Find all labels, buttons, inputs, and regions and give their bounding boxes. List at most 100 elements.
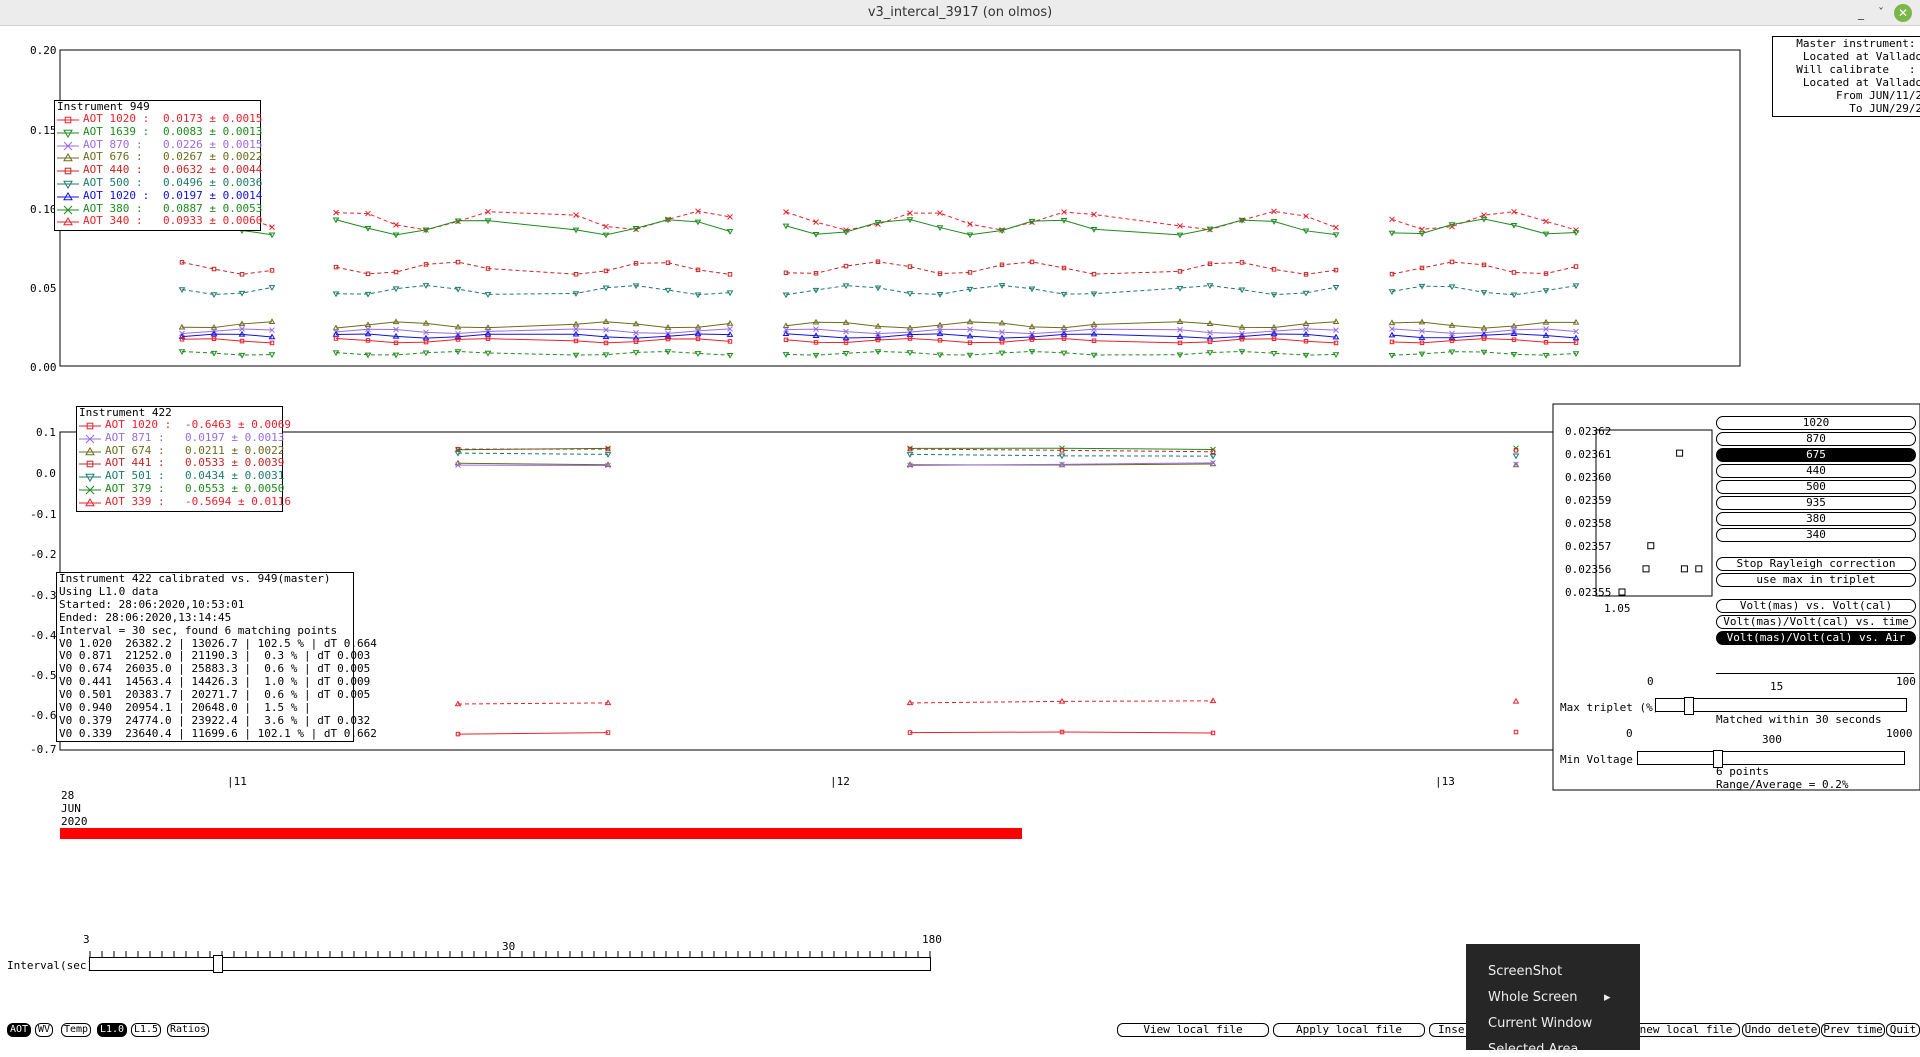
- wavelength-button-500[interactable]: 500: [1716, 480, 1916, 494]
- interval-slider-thumb[interactable]: [213, 955, 223, 973]
- top-series-point[interactable]: [728, 353, 733, 357]
- top-series-point[interactable]: [1000, 351, 1005, 355]
- min-voltage-slider[interactable]: [1637, 751, 1905, 765]
- top-series-point[interactable]: [1062, 351, 1067, 355]
- bottom-series-point[interactable]: [1211, 698, 1216, 702]
- top-series-point[interactable]: [1208, 351, 1213, 355]
- top-series-point[interactable]: [728, 321, 733, 325]
- top-series-point[interactable]: [240, 353, 245, 357]
- top-series-point[interactable]: [1390, 333, 1395, 337]
- mini-plot-point[interactable]: [1681, 566, 1687, 572]
- top-series-point[interactable]: [1390, 217, 1395, 222]
- top-series-point[interactable]: [1450, 350, 1455, 354]
- apply-local-file-button[interactable]: Apply local file: [1273, 1023, 1425, 1037]
- top-series-point[interactable]: [1334, 233, 1339, 237]
- top-series-point[interactable]: [424, 284, 429, 288]
- mini-plot-point[interactable]: [1677, 450, 1683, 456]
- top-series-point[interactable]: [908, 211, 913, 216]
- top-series-point[interactable]: [270, 286, 275, 290]
- top-series-point[interactable]: [844, 352, 849, 356]
- new-local-file-button[interactable]: new local file: [1632, 1023, 1740, 1037]
- top-series-point[interactable]: [394, 353, 399, 357]
- toggle-aot[interactable]: AOT: [7, 1023, 31, 1037]
- top-series-point[interactable]: [634, 351, 639, 355]
- bottom-series-point[interactable]: [606, 700, 611, 704]
- top-series-point[interactable]: [784, 210, 789, 215]
- time-range-bar[interactable]: [60, 828, 1022, 839]
- view-local-file-button[interactable]: View local file: [1117, 1023, 1269, 1037]
- mini-plot-point[interactable]: [1696, 566, 1702, 572]
- top-series-point[interactable]: [1240, 288, 1245, 292]
- top-series-point[interactable]: [270, 225, 275, 230]
- wavelength-button-870[interactable]: 870: [1716, 432, 1916, 446]
- bottom-series-point[interactable]: [1514, 454, 1519, 458]
- top-series-point[interactable]: [1334, 225, 1339, 230]
- top-series-point[interactable]: [424, 351, 429, 355]
- mini-plot-point[interactable]: [1619, 589, 1625, 595]
- wavelength-button-440[interactable]: 440: [1716, 464, 1916, 478]
- top-series-point[interactable]: [486, 351, 491, 355]
- top-series-point[interactable]: [212, 351, 217, 355]
- top-series-point[interactable]: [366, 292, 371, 296]
- top-series-point[interactable]: [1512, 271, 1516, 275]
- mini-plot-point[interactable]: [1648, 543, 1654, 549]
- top-series-point[interactable]: [486, 293, 491, 297]
- top-series-point[interactable]: [814, 220, 819, 225]
- top-series-point[interactable]: [1512, 293, 1517, 297]
- top-series-point[interactable]: [1512, 209, 1517, 214]
- top-series-point[interactable]: [270, 353, 275, 357]
- stop-rayleigh-button[interactable]: Stop Rayleigh correction: [1716, 557, 1916, 571]
- top-series-point[interactable]: [394, 287, 399, 291]
- top-series-point[interactable]: [604, 286, 609, 290]
- top-series-point[interactable]: [270, 233, 275, 237]
- top-series-point[interactable]: [366, 353, 371, 357]
- top-series-point[interactable]: [1450, 285, 1455, 289]
- mini-plot-point[interactable]: [1643, 566, 1649, 572]
- top-series-point[interactable]: [908, 292, 913, 296]
- top-series-point[interactable]: [784, 293, 789, 297]
- toggle-ratios[interactable]: Ratios: [167, 1023, 209, 1037]
- top-series-point[interactable]: [728, 230, 733, 234]
- top-series-point[interactable]: [1450, 260, 1454, 264]
- wavelength-button-380[interactable]: 380: [1716, 512, 1916, 526]
- toggle-wv[interactable]: WV: [35, 1023, 53, 1037]
- bottom-series-point[interactable]: [1060, 454, 1065, 458]
- toggle-l15[interactable]: L1.5: [131, 1023, 161, 1037]
- wavelength-button-340[interactable]: 340: [1716, 528, 1916, 542]
- top-series-point[interactable]: [1334, 319, 1339, 323]
- menu-item-current-window[interactable]: Current Window: [1488, 1016, 1592, 1031]
- top-series-point[interactable]: [1272, 351, 1277, 355]
- max-triplet-slider-thumb[interactable]: [1684, 697, 1694, 715]
- bottom-series-point[interactable]: [606, 453, 611, 457]
- toggle-l10[interactable]: L1.0: [97, 1023, 127, 1037]
- toggle-temp[interactable]: Temp: [61, 1023, 91, 1037]
- top-series-point[interactable]: [1390, 354, 1395, 358]
- top-series-point[interactable]: [1390, 290, 1395, 294]
- bottom-series-point[interactable]: [1514, 730, 1518, 734]
- top-series-point[interactable]: [180, 325, 185, 329]
- top-series-point[interactable]: [1420, 227, 1425, 232]
- top-series-point[interactable]: [666, 288, 671, 292]
- top-series-point[interactable]: [486, 209, 491, 214]
- top-series-point[interactable]: [604, 353, 609, 357]
- quit-button[interactable]: Quit: [1886, 1023, 1920, 1037]
- top-series-point[interactable]: [844, 284, 849, 288]
- use-max-triplet-button[interactable]: use max in triplet: [1716, 573, 1916, 587]
- undo-delete-button[interactable]: Undo delete: [1742, 1023, 1820, 1037]
- wavelength-button-1020[interactable]: 1020: [1716, 416, 1916, 430]
- top-series-point[interactable]: [1304, 291, 1309, 295]
- top-series-point[interactable]: [1334, 353, 1339, 357]
- top-series-point[interactable]: [270, 319, 275, 323]
- mode-ratio-vs-airmass[interactable]: Volt(mas)/Volt(cal) vs. Air Mass: [1716, 631, 1916, 645]
- top-series-point[interactable]: [240, 291, 245, 295]
- bottom-series-point[interactable]: [1514, 699, 1519, 703]
- bottom-series-point[interactable]: [1060, 699, 1065, 703]
- mode-ratio-vs-time[interactable]: Volt(mas)/Volt(cal) vs. time: [1716, 615, 1916, 629]
- top-series-point[interactable]: [574, 213, 579, 218]
- top-series-point[interactable]: [1178, 286, 1183, 290]
- top-series-point[interactable]: [212, 293, 217, 297]
- bottom-series-point[interactable]: [1211, 454, 1216, 458]
- top-series-point[interactable]: [728, 291, 733, 295]
- wavelength-button-935[interactable]: 935: [1716, 496, 1916, 510]
- wavelength-button-675[interactable]: 675: [1716, 448, 1916, 462]
